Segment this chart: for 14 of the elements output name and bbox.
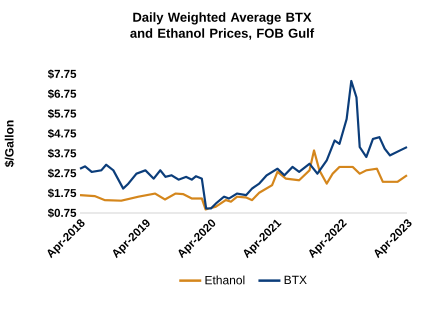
y-tick-label: $6.75: [48, 89, 76, 99]
legend-label: BTX: [284, 276, 307, 284]
y-tick-label: $5.75: [48, 109, 76, 118]
line-series: [78, 149, 408, 211]
line-series: [78, 80, 408, 210]
y-tick-label: $1.75: [48, 188, 76, 198]
chart-title: Daily Weighted Average BTX and Ethanol Prices, FOB Gulf: [130, 12, 314, 40]
y-tick-label: $4.75: [48, 128, 76, 138]
y-tick-label: $7.75: [48, 69, 76, 79]
y-axis-title: $/Gallon: [4, 120, 14, 168]
y-tick-label: $3.75: [48, 148, 76, 158]
y-tick-label: $2.75: [48, 168, 76, 178]
y-tick-label: $0.75: [48, 208, 76, 218]
legend-label: Ethanol: [205, 276, 244, 284]
